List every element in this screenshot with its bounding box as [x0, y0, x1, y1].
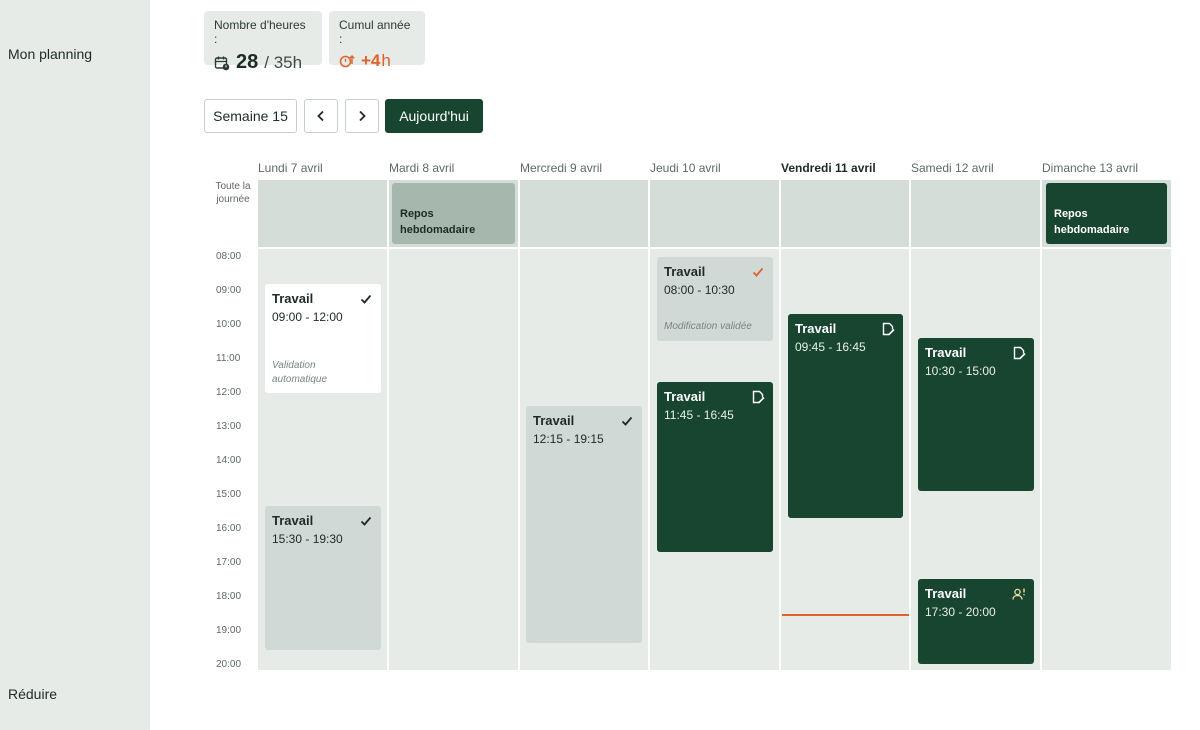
user-alert-icon	[1012, 588, 1025, 600]
hour-label: 15:00	[216, 489, 242, 500]
allday-cell[interactable]	[781, 180, 909, 247]
work-event[interactable]: Travail 09:45 - 16:45	[788, 314, 903, 518]
event-title: Travail	[533, 413, 575, 428]
hours-total: / 35h	[264, 52, 303, 72]
hour-label: 18:00	[216, 591, 242, 602]
event-title: Travail	[272, 513, 314, 528]
allday-cell[interactable]	[258, 180, 387, 247]
work-event[interactable]: Travail 15:30 - 19:30	[265, 506, 381, 650]
allday-cell[interactable]	[911, 180, 1040, 247]
overtime-icon	[339, 55, 355, 68]
day-header-sunday: Dimanche 13 avril	[1042, 161, 1139, 175]
event-title: Travail	[664, 264, 706, 279]
sidebar: Mon planning Réduire	[0, 0, 150, 730]
hour-label: 20:00	[216, 659, 242, 670]
hour-label: 13:00	[216, 421, 242, 432]
rest-day-event[interactable]: Repos hebdomadaire	[1046, 183, 1167, 244]
calendar-clock-icon	[214, 56, 230, 70]
rest-day-label: Repos hebdomadaire	[400, 208, 476, 236]
chevron-right-icon	[359, 110, 366, 122]
event-time: 08:00 - 10:30	[664, 283, 735, 297]
work-event[interactable]: Travail 10:30 - 15:00	[918, 338, 1034, 491]
work-event[interactable]: Travail 09:00 - 12:00 Validation automat…	[265, 284, 381, 393]
event-time: 11:45 - 16:45	[664, 408, 734, 422]
hour-label: 14:00	[216, 455, 242, 466]
event-time: 17:30 - 20:00	[925, 605, 996, 619]
hour-label: 08:00	[216, 251, 242, 262]
hours-value: 28	[236, 51, 259, 73]
event-title: Travail	[925, 586, 967, 601]
work-event[interactable]: Travail 08:00 - 10:30 Modification valid…	[657, 257, 773, 341]
edit-document-icon	[882, 322, 895, 336]
hour-label: 11:00	[216, 353, 241, 364]
day-column[interactable]	[389, 249, 518, 670]
allday-cell[interactable]	[520, 180, 648, 247]
event-time: 15:30 - 19:30	[272, 532, 343, 546]
nav-my-planning[interactable]: Mon planning	[8, 46, 93, 62]
check-icon	[621, 416, 633, 426]
event-title: Travail	[272, 291, 314, 306]
day-header-thursday: Jeudi 10 avril	[650, 161, 721, 175]
day-header-tuesday: Mardi 8 avril	[389, 161, 455, 175]
next-week-button[interactable]	[345, 99, 379, 133]
event-note: Modification validée	[664, 321, 752, 332]
current-time-indicator	[782, 614, 909, 616]
allday-cell[interactable]	[650, 180, 779, 247]
hour-label: 16:00	[216, 523, 242, 534]
hours-stat-label: Nombre d'heures :	[214, 18, 306, 46]
event-time: 12:15 - 19:15	[533, 432, 604, 446]
hours-stat-card: Nombre d'heures : 28 / 35h	[204, 11, 322, 73]
cumul-value: +4	[361, 51, 381, 70]
hour-label: 17:00	[216, 557, 242, 568]
work-event[interactable]: Travail 17:30 - 20:00	[918, 579, 1034, 664]
week-selector[interactable]: Semaine 15	[204, 99, 297, 133]
rest-day-event[interactable]: Repos hebdomadaire	[392, 183, 515, 244]
work-event[interactable]: Travail 11:45 - 16:45	[657, 382, 773, 552]
hour-label: 19:00	[216, 625, 242, 636]
cumul-unit: h	[381, 51, 391, 70]
hour-label: 09:00	[216, 285, 242, 296]
check-icon	[752, 267, 764, 277]
day-column[interactable]	[1042, 249, 1171, 670]
event-time: 09:45 - 16:45	[795, 340, 866, 354]
edit-document-icon	[752, 390, 765, 404]
previous-week-button[interactable]	[304, 99, 338, 133]
rest-day-label: Repos hebdomadaire	[1054, 208, 1130, 236]
event-title: Travail	[795, 321, 837, 336]
cumul-stat-card: Cumul année : +4 h	[329, 11, 425, 70]
cumul-stat-label: Cumul année :	[339, 18, 411, 46]
event-time: 09:00 - 12:00	[272, 310, 343, 324]
day-header-saturday: Samedi 12 avril	[911, 161, 994, 175]
work-event[interactable]: Travail 12:15 - 19:15	[526, 406, 642, 643]
event-title: Travail	[925, 345, 967, 360]
event-title: Travail	[664, 389, 706, 404]
hour-label: 10:00	[216, 319, 242, 330]
day-header-wednesday: Mercredi 9 avril	[520, 161, 603, 175]
day-header-friday: Vendredi 11 avril	[781, 161, 876, 175]
edit-document-icon	[1013, 346, 1026, 360]
all-day-label: Toute la journée	[215, 181, 251, 205]
check-icon	[360, 294, 372, 304]
collapse-sidebar-link[interactable]: Réduire	[8, 686, 58, 702]
today-button[interactable]: Aujourd'hui	[385, 99, 483, 133]
event-time: 10:30 - 15:00	[925, 364, 996, 378]
chevron-left-icon	[317, 110, 324, 122]
event-note: Validation automatique	[272, 360, 328, 385]
day-header-monday: Lundi 7 avril	[258, 161, 323, 175]
hour-label: 12:00	[216, 387, 242, 398]
check-icon	[360, 516, 372, 526]
